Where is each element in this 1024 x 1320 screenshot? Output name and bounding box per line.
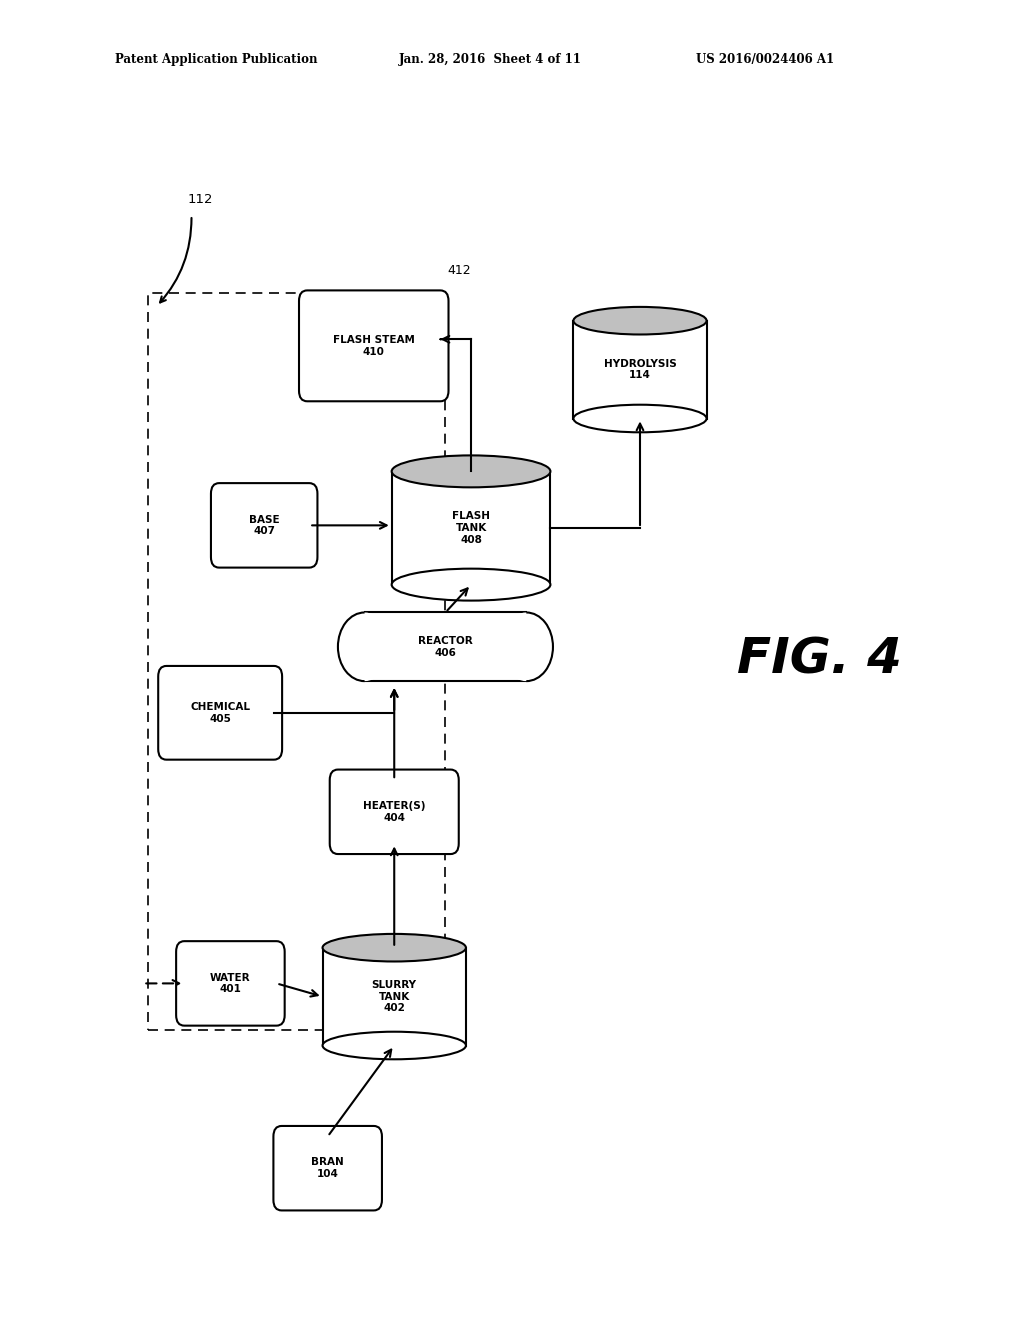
Ellipse shape bbox=[573, 306, 707, 334]
Text: BRAN
104: BRAN 104 bbox=[311, 1158, 344, 1179]
Text: BASE
407: BASE 407 bbox=[249, 515, 280, 536]
Text: 412: 412 bbox=[447, 264, 471, 277]
Ellipse shape bbox=[500, 612, 553, 681]
Polygon shape bbox=[391, 471, 551, 585]
Text: US 2016/0024406 A1: US 2016/0024406 A1 bbox=[696, 53, 835, 66]
Polygon shape bbox=[323, 948, 466, 1045]
Ellipse shape bbox=[573, 405, 707, 433]
FancyBboxPatch shape bbox=[211, 483, 317, 568]
Text: Jan. 28, 2016  Sheet 4 of 11: Jan. 28, 2016 Sheet 4 of 11 bbox=[399, 53, 583, 66]
Polygon shape bbox=[365, 612, 526, 681]
Ellipse shape bbox=[391, 455, 551, 487]
Text: Patent Application Publication: Patent Application Publication bbox=[115, 53, 317, 66]
Text: HYDROLYSIS
114: HYDROLYSIS 114 bbox=[603, 359, 677, 380]
FancyBboxPatch shape bbox=[158, 667, 282, 759]
Text: 112: 112 bbox=[187, 193, 213, 206]
Ellipse shape bbox=[323, 1032, 466, 1059]
Text: FLASH STEAM
410: FLASH STEAM 410 bbox=[333, 335, 415, 356]
Text: REACTOR
406: REACTOR 406 bbox=[418, 636, 473, 657]
FancyBboxPatch shape bbox=[176, 941, 285, 1026]
FancyBboxPatch shape bbox=[273, 1126, 382, 1210]
Polygon shape bbox=[573, 321, 707, 418]
Ellipse shape bbox=[323, 935, 466, 961]
FancyBboxPatch shape bbox=[299, 290, 449, 401]
Text: HEATER(S)
404: HEATER(S) 404 bbox=[362, 801, 426, 822]
Text: FLASH
TANK
408: FLASH TANK 408 bbox=[452, 511, 490, 545]
Text: CHEMICAL
405: CHEMICAL 405 bbox=[190, 702, 250, 723]
Text: WATER
401: WATER 401 bbox=[210, 973, 251, 994]
Text: FIG. 4: FIG. 4 bbox=[736, 636, 902, 684]
Ellipse shape bbox=[391, 569, 551, 601]
FancyBboxPatch shape bbox=[330, 770, 459, 854]
Ellipse shape bbox=[338, 612, 391, 681]
Text: SLURRY
TANK
402: SLURRY TANK 402 bbox=[372, 979, 417, 1014]
